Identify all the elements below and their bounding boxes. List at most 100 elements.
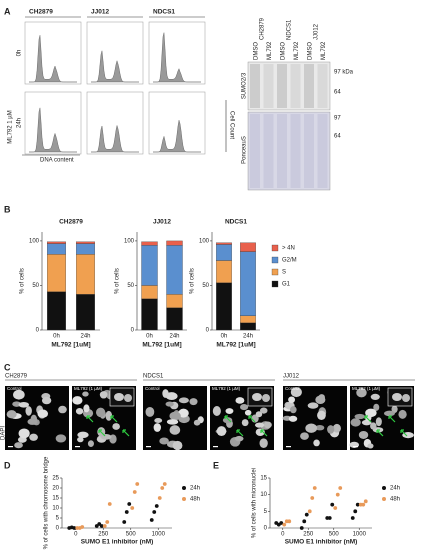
nucleus — [29, 433, 38, 441]
axis-label: ML792 [1uM] — [216, 342, 255, 349]
nucleus — [252, 393, 262, 401]
point — [282, 522, 287, 527]
lane-smear — [277, 64, 287, 108]
nucleus — [307, 402, 319, 409]
bar-segment — [166, 245, 183, 295]
y-tick-label: 100 — [199, 238, 210, 244]
point — [132, 490, 137, 494]
y-tick-label: 15 — [52, 496, 59, 502]
y-tick-label: 100 — [29, 238, 40, 244]
nucleus — [356, 388, 367, 398]
point — [330, 502, 335, 507]
point — [160, 486, 165, 490]
label: ML792 — [321, 41, 327, 60]
legend-label: G2/M — [282, 258, 297, 264]
arrow — [400, 429, 408, 437]
nucleus — [72, 396, 83, 405]
arrow — [364, 415, 372, 423]
point — [361, 502, 366, 507]
nucleus — [18, 428, 30, 439]
nucleus — [166, 419, 179, 425]
nucleus — [165, 401, 174, 407]
point — [135, 482, 140, 486]
x-tick-label: 1000 — [353, 532, 367, 538]
point — [304, 512, 309, 517]
bar-segment — [240, 322, 256, 331]
point — [307, 509, 312, 514]
bar-segment — [166, 240, 183, 246]
legend-label: > 4N — [282, 246, 295, 252]
arrow — [260, 429, 268, 437]
nucleus — [373, 403, 380, 411]
nucleus — [189, 398, 198, 406]
bar-segment — [141, 241, 158, 246]
lane-stain — [263, 114, 274, 188]
point — [302, 519, 307, 524]
x-tick-label: 250 — [303, 532, 314, 538]
nucleus — [27, 418, 38, 425]
label: % of cells with chromosome bridge — [44, 456, 50, 549]
histogram — [29, 107, 77, 153]
y-tick-label: 50 — [127, 283, 134, 289]
point — [80, 525, 85, 529]
nucleus — [165, 392, 178, 400]
histogram-frame — [148, 91, 206, 155]
point — [327, 516, 332, 520]
point — [107, 502, 112, 506]
cell-line: NDCS1 — [153, 9, 175, 16]
scale-bar — [353, 446, 358, 448]
lane-smear — [263, 64, 274, 108]
histogram — [91, 124, 139, 153]
bar-segment — [166, 307, 183, 331]
point — [130, 506, 135, 510]
label: 64 — [334, 134, 341, 140]
nucleus — [288, 396, 296, 404]
nucleus — [354, 413, 366, 420]
nucleus — [244, 409, 252, 416]
point — [72, 526, 77, 530]
nucleus — [87, 440, 94, 448]
lane-smear — [250, 64, 260, 108]
label: CH2879 — [260, 17, 266, 40]
arrow — [224, 415, 232, 423]
nucleus — [75, 407, 84, 415]
legend-marker — [182, 497, 186, 501]
point — [363, 499, 368, 504]
histogram — [153, 120, 201, 153]
point — [279, 521, 284, 525]
point — [154, 504, 159, 508]
nucleus — [367, 443, 374, 449]
scale-bar — [213, 446, 218, 448]
legend-label: 24h — [190, 486, 200, 492]
x-tick-label: 0h — [221, 334, 228, 340]
nucleus — [263, 421, 272, 429]
legend-label: S — [282, 270, 286, 276]
label: ML792 — [294, 41, 300, 60]
y-tick-label: 15 — [260, 476, 267, 482]
nucleus — [13, 389, 25, 400]
nucleus — [99, 391, 108, 399]
bar-segment — [240, 251, 256, 316]
nucleus — [193, 419, 201, 426]
point — [287, 519, 292, 524]
nucleus — [241, 419, 249, 427]
nucleus — [305, 423, 318, 433]
panel-letter: A — [4, 6, 11, 16]
legend-swatch — [271, 280, 279, 288]
blot — [247, 61, 331, 111]
label: % of cells — [190, 268, 196, 294]
nucleus — [159, 437, 169, 445]
nucleus — [154, 417, 163, 424]
bar-segment — [141, 285, 158, 299]
axis-label: ML792 [1uM] — [51, 342, 90, 349]
label: JJ012 — [314, 23, 320, 40]
nucleus — [178, 397, 189, 404]
cell-line: CH2879 — [5, 374, 28, 380]
point — [152, 510, 157, 514]
x-tick-label: 0h — [146, 334, 153, 340]
arrow — [388, 415, 396, 423]
nucleus — [383, 410, 396, 417]
cell-line: NDCS1 — [143, 374, 164, 380]
x-tick-label: 500 — [126, 532, 137, 538]
blot — [247, 111, 331, 191]
